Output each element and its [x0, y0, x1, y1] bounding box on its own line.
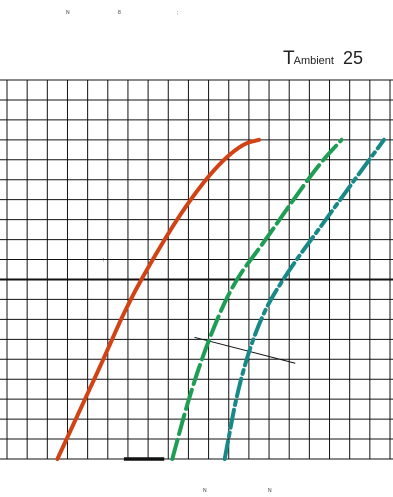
top-marks: N 8 ;	[66, 10, 178, 16]
bottom-marks: N N	[203, 488, 272, 494]
ambient-prefix: T	[283, 48, 295, 69]
top-mark-0: N	[66, 10, 70, 16]
bottom-mark-1: N	[268, 488, 272, 494]
ambient-temperature-annotation: TAmbient 25	[283, 48, 363, 69]
series-line-0	[55, 137, 261, 461]
top-mark-2: ;	[177, 10, 178, 16]
bottom-mark-0: N	[203, 488, 207, 494]
chart-annotation-lines	[123, 336, 296, 461]
series-line-2	[222, 137, 386, 461]
annotation-line-0	[194, 336, 296, 364]
series-line-1	[170, 137, 344, 461]
chart-series	[55, 137, 386, 461]
chart-grid	[0, 79, 393, 460]
ambient-subscript: Ambient	[294, 55, 334, 67]
ambient-value: 25	[343, 48, 363, 68]
inner-mark: !	[103, 258, 104, 264]
top-mark-1: 8	[118, 10, 121, 16]
